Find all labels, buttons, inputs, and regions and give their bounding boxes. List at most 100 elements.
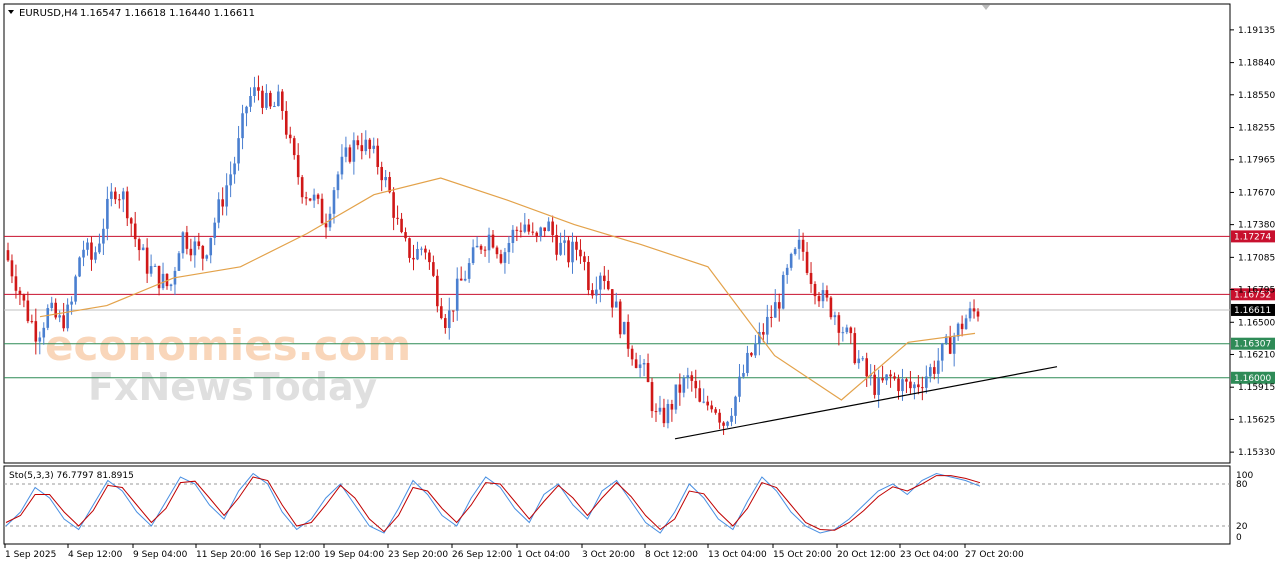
bull-candle: [595, 289, 598, 296]
bull-candle: [738, 376, 741, 397]
bull-candle: [773, 302, 777, 318]
bear-candle: [432, 262, 435, 276]
bear-candle: [6, 250, 10, 261]
bull-candle: [50, 302, 54, 309]
moving-average: [39, 177, 976, 401]
bull-candle: [559, 242, 562, 255]
bear-candle: [650, 382, 654, 412]
bear-candle: [718, 412, 721, 423]
x-tick-label: 23 Oct 04:00: [900, 550, 959, 560]
scroll-marker-icon: [982, 5, 990, 10]
bear-candle: [10, 260, 14, 277]
bear-candle: [932, 367, 936, 374]
y-tick-label: 1.15330: [1238, 448, 1275, 458]
stoch-main-line: [5, 472, 981, 534]
bear-candle: [694, 380, 698, 389]
bear-candle: [368, 139, 372, 149]
bull-candle: [420, 248, 423, 250]
bear-candle: [118, 199, 121, 201]
bear-candle: [801, 239, 805, 252]
time-axis: 1 Sep 2025 4 Sep 12:00 9 Sep 04:00 11 Sep 2…: [4, 544, 1024, 560]
bear-candle: [400, 218, 403, 233]
bull-candle: [571, 241, 574, 263]
bull-candle: [312, 194, 316, 201]
bear-candle: [257, 87, 260, 91]
bear-candle: [284, 110, 288, 135]
bull-candle: [841, 332, 845, 334]
stoch-axis-label: 20: [1236, 522, 1248, 532]
bull-candle: [209, 237, 213, 256]
dropdown-triangle-icon[interactable]: [8, 10, 14, 14]
bull-candle: [929, 367, 932, 377]
bear-candle: [451, 310, 455, 312]
bull-candle: [42, 327, 46, 338]
stoch-axis-label: 80: [1236, 480, 1248, 490]
bull-candle: [622, 321, 626, 335]
bear-candle: [440, 306, 443, 319]
bear-candle: [543, 227, 546, 232]
bull-candle: [181, 232, 185, 254]
bull-candle: [702, 401, 706, 403]
bear-candle: [18, 290, 22, 295]
bear-candle: [90, 242, 93, 260]
bear-candle: [575, 241, 578, 250]
bear-candle: [125, 191, 129, 219]
y-tick-label: 1.18255: [1238, 124, 1275, 134]
bull-candle: [249, 95, 252, 107]
bull-candle: [463, 278, 467, 281]
bear-candle: [809, 272, 813, 284]
bear-candle: [320, 198, 324, 224]
bear-candle: [849, 327, 853, 334]
x-tick-label: 1 Sep 2025: [5, 550, 56, 560]
bear-candle: [579, 249, 582, 257]
bear-candle: [26, 300, 30, 322]
bull-candle: [384, 177, 387, 181]
bear-candle: [626, 321, 630, 349]
bear-candle: [114, 191, 117, 200]
bull-candle: [273, 106, 276, 108]
y-tick-label: 1.17965: [1238, 156, 1275, 166]
bear-candle: [976, 311, 980, 317]
ohlc-label: 1.16547 1.16618 1.16440 1.16611: [80, 8, 255, 19]
bear-candle: [133, 223, 137, 240]
bear-candle: [304, 197, 308, 199]
level-tag: [1231, 371, 1275, 384]
bear-candle: [690, 375, 694, 381]
main-panel[interactable]: [3, 3, 1231, 464]
bull-candle: [102, 228, 105, 244]
bull-candle: [245, 106, 248, 114]
bull-candle: [925, 376, 928, 388]
bull-candle: [968, 308, 972, 319]
bear-candle: [280, 91, 284, 111]
stochastic-panel[interactable]: [3, 465, 1231, 545]
bear-candle: [527, 224, 531, 232]
bear-candle: [960, 323, 964, 330]
bear-candle: [865, 358, 868, 377]
trendline-group: [674, 366, 1058, 440]
bull-candle: [94, 252, 97, 260]
bear-candle: [14, 276, 18, 291]
bull-candle: [642, 362, 646, 365]
bear-candle: [34, 321, 38, 342]
bull-candle: [940, 343, 944, 361]
bull-candle: [193, 241, 197, 256]
bull-candle: [217, 199, 220, 223]
bull-candle: [177, 253, 181, 271]
bull-candle: [742, 373, 745, 377]
bull-candle: [229, 174, 232, 186]
bull-candle: [833, 315, 837, 318]
bear-candle: [376, 145, 380, 167]
y-tick-label: 1.19135: [1238, 26, 1275, 36]
bear-candle: [495, 247, 499, 255]
bull-candle: [225, 185, 228, 207]
bear-candle: [889, 374, 892, 377]
bear-candle: [396, 217, 399, 219]
bear-candle: [189, 248, 193, 256]
level-tag: [1231, 288, 1275, 301]
bull-candle: [734, 396, 737, 416]
bull-candle: [614, 301, 618, 308]
bull-candle: [789, 253, 793, 268]
bear-candle: [288, 134, 292, 139]
bear-candle: [360, 145, 364, 152]
watermark-economies: economies.com: [45, 321, 411, 370]
